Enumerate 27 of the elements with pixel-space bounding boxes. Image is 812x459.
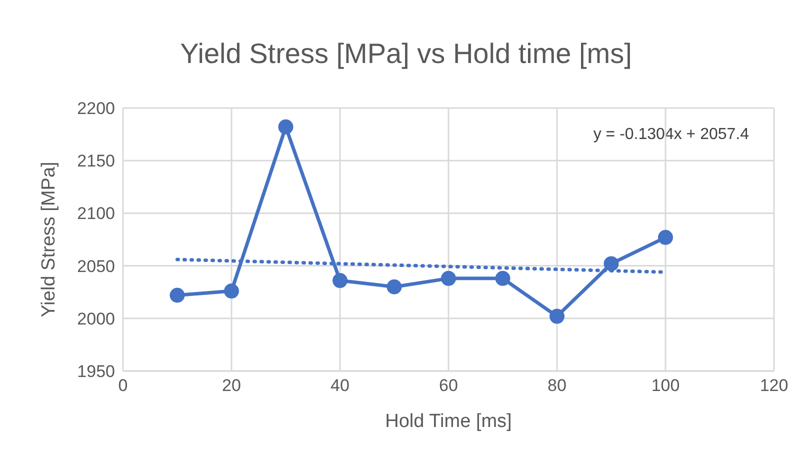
x-axis-title: Hold Time [ms] <box>385 411 512 432</box>
y-axis-title: Yield Stress [MPa] <box>38 162 60 318</box>
x-tick-label: 40 <box>330 376 350 396</box>
y-tick-label: 2200 <box>77 99 115 118</box>
y-tick-label: 2000 <box>77 309 115 328</box>
point <box>495 270 510 286</box>
point <box>441 270 456 286</box>
point <box>224 284 239 299</box>
annotation: y = -0.1304x + 2057.4 <box>593 126 749 144</box>
point <box>170 288 185 303</box>
point <box>278 119 294 134</box>
point <box>332 273 348 288</box>
x-tick-label: 100 <box>651 376 680 396</box>
point <box>386 279 402 294</box>
x-tick-label: 120 <box>760 376 788 396</box>
point <box>604 256 619 272</box>
y-tick-label: 1950 <box>77 362 115 382</box>
point <box>658 230 673 245</box>
x-tick-label: 0 <box>118 376 128 396</box>
chart-title: Yield Stress [MPa] vs Hold time [ms] <box>179 38 633 70</box>
y-tick-label: 2050 <box>77 256 115 276</box>
y-tick-label: 2150 <box>77 152 115 171</box>
point <box>550 308 564 324</box>
x-tick-label: 60 <box>439 376 458 396</box>
x-tick-label: 20 <box>222 376 241 396</box>
y-tick-label: 2100 <box>77 204 115 224</box>
x-tick-label: 80 <box>548 376 566 396</box>
